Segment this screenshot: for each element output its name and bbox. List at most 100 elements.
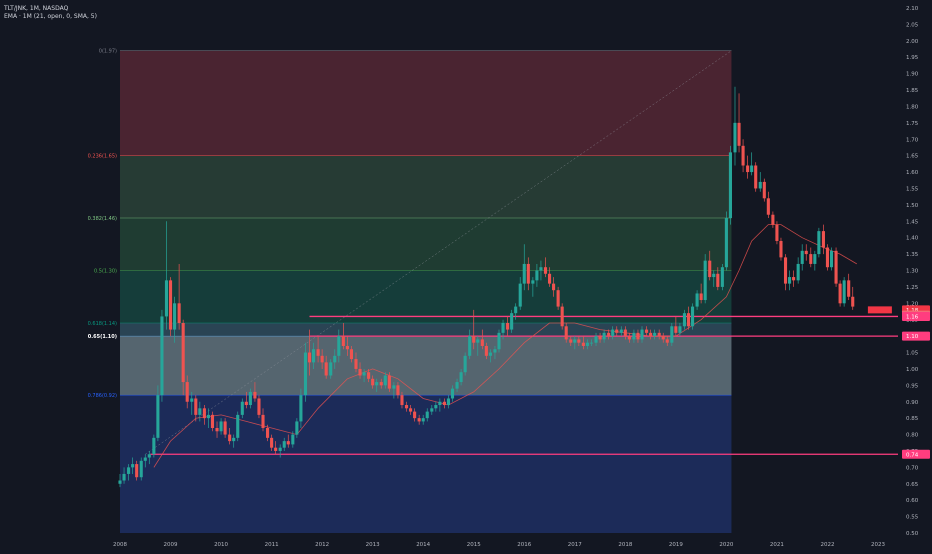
candle: [522, 244, 526, 291]
candle-body: [446, 398, 451, 406]
candle: [602, 329, 606, 343]
candle: [358, 362, 362, 379]
fib-zone-0: [120, 50, 732, 156]
candle-body: [556, 290, 560, 307]
candle: [670, 323, 674, 346]
candle: [152, 434, 156, 458]
candle-body: [645, 329, 649, 333]
candle: [173, 296, 177, 343]
candle-body: [253, 391, 257, 399]
candle: [476, 336, 480, 356]
candle: [286, 434, 290, 448]
candle-body: [371, 378, 375, 386]
candle: [215, 421, 219, 438]
candle-body: [716, 273, 720, 287]
candle-body: [307, 352, 312, 363]
candle: [438, 398, 442, 412]
candle: [379, 378, 383, 389]
candle: [324, 355, 328, 379]
candle: [788, 270, 792, 291]
x-tick-label: 2023: [871, 542, 885, 548]
candle: [228, 428, 232, 445]
candle-body: [712, 273, 716, 278]
candle: [194, 395, 198, 422]
candle-body: [450, 388, 455, 399]
candle: [569, 336, 573, 346]
candle-body: [392, 385, 396, 389]
candle-body: [653, 332, 657, 337]
candle: [202, 405, 206, 425]
candle-body: [139, 460, 143, 478]
candle-body: [627, 336, 631, 340]
candle: [404, 401, 409, 412]
candle-body: [194, 398, 198, 415]
candle-body: [560, 306, 564, 327]
candle: [779, 237, 783, 261]
candle: [257, 395, 261, 419]
candle-body: [526, 263, 530, 284]
y-tick-label: 1.50: [906, 203, 919, 209]
candle: [754, 162, 758, 192]
candle: [177, 263, 181, 330]
candle: [611, 326, 615, 340]
indicator-legend: EMA · 1M (21, open, 0, SMA, 5): [4, 13, 97, 20]
candle-body: [754, 165, 758, 189]
candle-body: [337, 336, 341, 356]
candle-body: [699, 293, 703, 301]
candle-body: [147, 454, 151, 458]
x-axis: 2008 2009 2010 2011 2012 2013 2014 2015 2016 2017…: [0, 536, 932, 550]
candle: [720, 263, 724, 291]
candle-body: [746, 165, 750, 173]
candle: [139, 457, 143, 481]
candle: [244, 391, 248, 409]
y-tick-label: 1.60: [906, 170, 919, 176]
candle-body: [278, 447, 282, 451]
candle: [434, 401, 438, 412]
candle: [480, 329, 484, 350]
candle-body: [396, 385, 400, 396]
candle: [122, 467, 126, 484]
candle: [804, 244, 808, 261]
candle-body: [497, 332, 501, 350]
candle-body: [248, 391, 252, 406]
candle: [632, 329, 636, 343]
candle: [248, 388, 252, 409]
candle: [278, 444, 282, 458]
candle-body: [131, 464, 135, 468]
candles: [118, 86, 855, 488]
y-tick-label: 2.05: [906, 22, 919, 28]
y-tick-label: 1.20: [906, 301, 919, 307]
fib-label-6: 0.786(0.92): [88, 393, 117, 399]
candle-body: [311, 349, 316, 363]
candle-body: [127, 467, 131, 474]
candle-body: [821, 231, 825, 248]
y-tick-label: 0.65: [906, 482, 919, 488]
candle-body: [809, 254, 813, 264]
candle-body: [514, 306, 518, 314]
candle-body: [434, 405, 438, 409]
x-tick-label: 2017: [568, 542, 582, 548]
candle: [792, 270, 796, 287]
candle: [737, 93, 741, 153]
candle-body: [430, 408, 434, 412]
candle-body: [404, 405, 409, 409]
candle-body: [274, 447, 278, 451]
candle: [619, 326, 623, 337]
candle: [345, 336, 349, 356]
candle-body: [690, 306, 695, 327]
candle: [413, 408, 417, 422]
candle: [463, 352, 467, 376]
candle-body: [266, 428, 270, 438]
y-tick-label: 1.05: [906, 351, 919, 357]
candle-body: [829, 250, 834, 268]
candle: [295, 418, 299, 438]
candle: [147, 450, 151, 465]
candle-body: [387, 375, 391, 389]
candle: [421, 414, 425, 425]
candle-body: [771, 214, 775, 225]
candle: [758, 172, 762, 192]
candle: [459, 368, 463, 386]
candle: [746, 155, 750, 179]
candle: [430, 405, 434, 415]
